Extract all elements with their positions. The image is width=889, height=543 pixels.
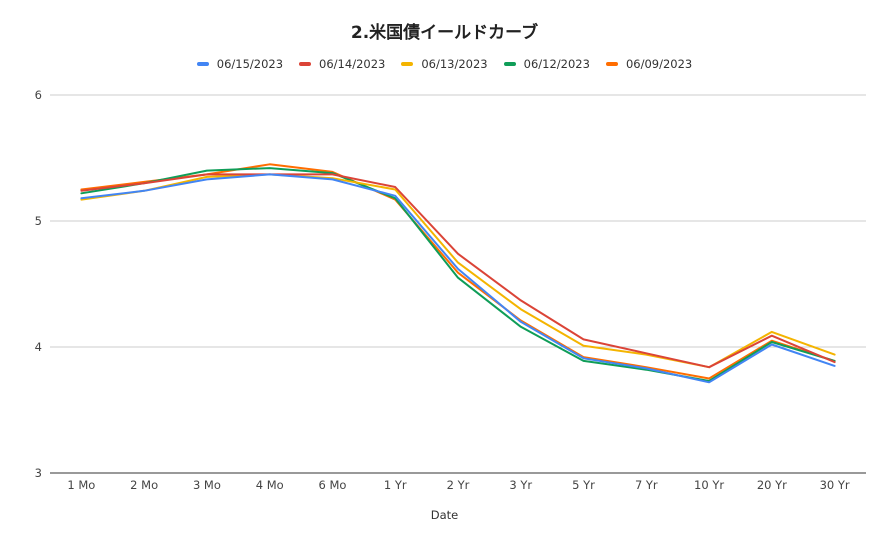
legend-item: 06/09/2023 [605,57,693,71]
legend: 06/15/2023 06/14/2023 06/13/2023 06/12/2023… [0,57,889,71]
x-tick-label: 20 Yr [757,478,787,492]
legend-swatch [401,62,414,66]
x-tick-label: 5 Yr [572,478,595,492]
x-tick-label: 3 Mo [193,478,221,492]
legend-label: 06/14/2023 [319,57,386,71]
y-tick-label: 4 [35,340,42,354]
series-line [80,167,836,382]
x-tick-label: 4 Mo [256,478,284,492]
series-line [80,163,836,380]
x-tick-label: 7 Yr [635,478,658,492]
legend-label: 06/13/2023 [421,57,488,71]
x-tick-label: 2 Yr [447,478,470,492]
x-tick-label: 3 Yr [509,478,532,492]
legend-item: 06/12/2023 [503,57,590,71]
legend-item: 06/13/2023 [401,57,488,71]
x-tick-label: 6 Mo [318,478,346,492]
x-tick-label: 1 Mo [67,478,95,492]
y-tick-label: 5 [35,214,42,228]
legend-swatch [503,62,516,66]
legend-label: 06/09/2023 [625,57,693,71]
chart-title: 2.米国債イールドカーブ [350,23,539,43]
legend-label: 06/12/2023 [523,57,590,71]
x-tick-label: 2 Mo [130,478,158,492]
legend-item: 06/15/2023 [196,57,284,71]
x-tick-label: 1 Yr [384,478,407,492]
series-line [80,173,836,384]
legend-swatch [299,62,312,66]
legend-item: 06/14/2023 [299,57,385,71]
y-tick-label: 6 [35,88,42,102]
x-tick-label: 10 Yr [694,478,724,492]
legend-swatch [605,62,618,66]
legend-label: 06/15/2023 [216,57,284,71]
series-line [80,173,836,369]
series-line [80,173,836,369]
x-axis-title: Date [430,508,459,522]
y-tick-label: 3 [35,466,42,480]
legend-swatch [196,62,209,66]
x-tick-label: 30 Yr [820,478,850,492]
